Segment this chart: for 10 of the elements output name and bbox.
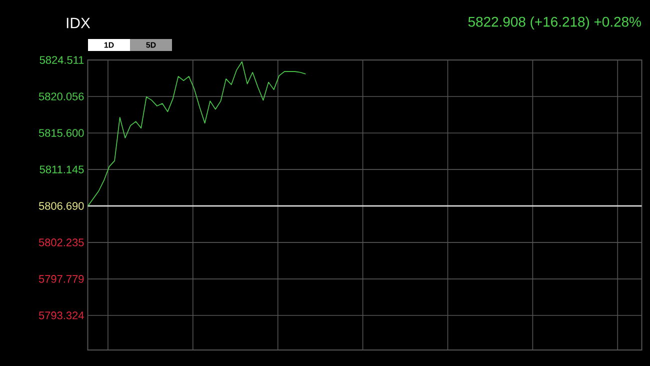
y-tick-label: 5824.511 [40, 56, 84, 64]
y-tick-label: 5806.690 [38, 202, 84, 210]
y-tick-label: 5820.056 [38, 92, 84, 100]
y-tick-label: 5793.324 [38, 312, 84, 320]
y-tick-label: 5815.600 [38, 129, 84, 137]
y-tick-label: 5802.235 [38, 238, 84, 246]
y-tick-label: 5797.779 [38, 275, 84, 283]
chart-subtitle: 5822.908 (+16.218) +0.28% [468, 16, 641, 30]
y-tick-label: 5811.145 [40, 166, 84, 174]
chart-title: IDX [66, 18, 90, 28]
